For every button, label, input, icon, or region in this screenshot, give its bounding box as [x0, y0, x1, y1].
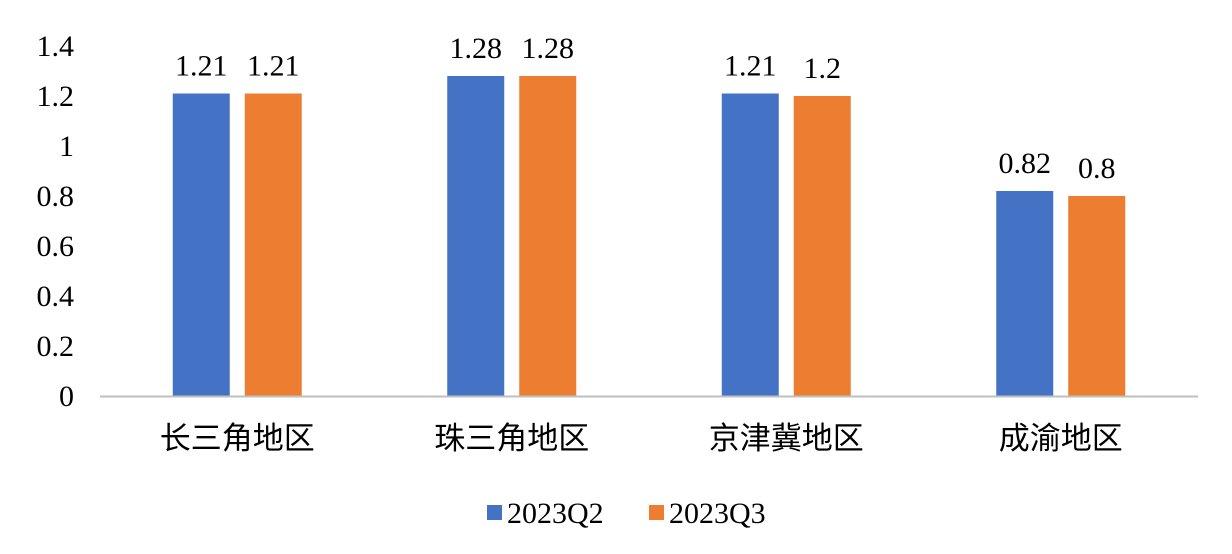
y-tick-label: 1.2	[37, 80, 75, 113]
data-label: 1.21	[724, 50, 777, 83]
y-tick-label: 0	[59, 380, 74, 413]
category-label: 京津冀地区	[709, 421, 864, 457]
legend-swatch	[487, 505, 502, 520]
bar-2023Q2	[172, 93, 230, 396]
y-tick-label: 0.4	[37, 280, 75, 313]
bar-2023Q3	[1068, 196, 1126, 396]
y-tick-label: 1.4	[37, 30, 75, 63]
bar-2023Q3	[793, 96, 851, 396]
category-label: 珠三角地区	[434, 421, 589, 457]
y-tick-label: 0.2	[37, 330, 75, 363]
data-label: 0.82	[999, 147, 1052, 180]
data-label: 0.8	[1078, 152, 1116, 185]
bar-2023Q2	[721, 93, 779, 396]
category-label: 成渝地区	[999, 421, 1123, 457]
bar-2023Q2	[447, 76, 505, 396]
bar-series-group	[172, 76, 1126, 396]
legend-label: 2023Q2	[507, 497, 604, 530]
data-label: 1.21	[175, 50, 228, 83]
legend: 2023Q2 2023Q3	[487, 497, 766, 530]
y-tick-label: 0.8	[37, 180, 75, 213]
data-label: 1.28	[522, 32, 575, 65]
data-label: 1.21	[247, 50, 300, 83]
y-tick-label: 0.6	[37, 230, 75, 263]
data-label: 1.28	[450, 32, 503, 65]
y-tick-label: 1	[59, 130, 74, 163]
category-labels: 长三角地区 珠三角地区 京津冀地区 成渝地区	[160, 421, 1123, 457]
legend-label: 2023Q3	[669, 497, 766, 530]
bar-2023Q2	[996, 191, 1054, 396]
category-label: 长三角地区	[160, 421, 315, 457]
bar-2023Q3	[519, 76, 577, 396]
data-labels-group: 1.21 1.21 1.28 1.28 1.21 1.2 0.82 0.8	[175, 32, 1116, 185]
legend-swatch	[649, 505, 664, 520]
y-axis-ticks: 0 0.2 0.4 0.6 0.8 1 1.2 1.4	[37, 30, 75, 413]
bar-2023Q3	[244, 93, 302, 396]
data-label: 1.2	[804, 52, 842, 85]
